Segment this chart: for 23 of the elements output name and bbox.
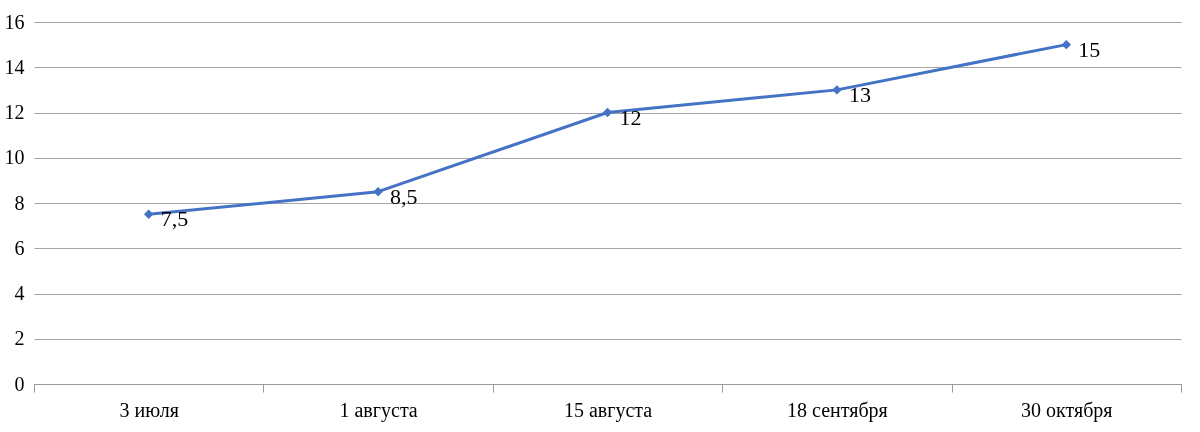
data-label: 12 — [619, 104, 642, 130]
x-tick-label: 3 июля — [119, 398, 179, 421]
data-label: 15 — [1078, 36, 1101, 62]
y-tick-label: 14 — [4, 55, 25, 78]
data-label: 8,5 — [390, 183, 418, 209]
data-label: 13 — [848, 81, 871, 107]
y-tick-label: 12 — [4, 101, 25, 123]
y-tick-label: 6 — [14, 236, 25, 259]
x-tick-label: 15 августа — [563, 398, 653, 422]
y-tick-label: 8 — [14, 191, 25, 214]
x-tick-label: 1 августа — [339, 398, 418, 422]
y-tick-label: 10 — [4, 146, 25, 169]
x-tick-label: 18 сентября — [787, 398, 888, 422]
y-tick-label: 0 — [14, 372, 25, 395]
point — [373, 186, 383, 197]
y-tick-label: 2 — [14, 327, 25, 350]
point — [143, 209, 154, 220]
y-tick-label: 16 — [4, 10, 25, 33]
data-label: 7,5 — [160, 206, 189, 232]
y-tick-label: 4 — [14, 282, 25, 304]
x-tick-label: 30 октября — [1021, 398, 1113, 422]
point — [1061, 39, 1072, 50]
point — [602, 107, 613, 118]
